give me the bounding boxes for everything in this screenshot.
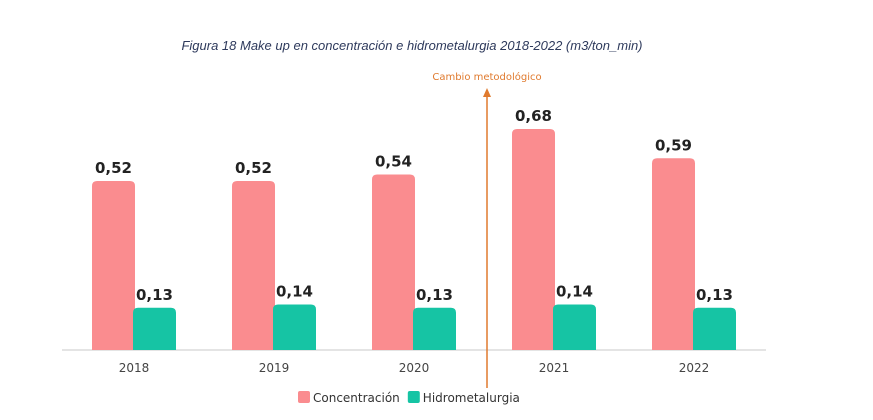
bar-hidrometalurgia-2021 xyxy=(553,304,596,350)
chart-title: Figura 18 Make up en concentración e hid… xyxy=(181,38,642,53)
data-label: 0,52 xyxy=(95,159,132,177)
x-tick-label: 2019 xyxy=(259,361,290,375)
x-tick-label: 2020 xyxy=(399,361,430,375)
methodology-change-label: Cambio metodológico xyxy=(432,71,541,83)
bar-concentración-2022 xyxy=(652,158,695,350)
data-label: 0,54 xyxy=(375,153,412,171)
data-label: 0,68 xyxy=(515,107,552,125)
bar-concentración-2018 xyxy=(92,181,135,350)
data-label: 0,59 xyxy=(655,136,692,154)
x-tick-label: 2021 xyxy=(539,361,570,375)
legend-swatch xyxy=(407,391,420,403)
data-label: 0,14 xyxy=(276,283,313,301)
bar-concentración-2021 xyxy=(512,129,555,350)
data-label: 0,13 xyxy=(136,286,173,304)
legend-label: Concentración xyxy=(313,391,400,405)
data-label: 0,52 xyxy=(235,159,272,177)
data-label: 0,13 xyxy=(696,286,733,304)
methodology-change-annotation: Cambio metodológico xyxy=(432,71,542,388)
legend-label: Hidrometalurgia xyxy=(423,391,520,405)
bar-hidrometalurgia-2020 xyxy=(413,307,456,350)
bar-concentración-2019 xyxy=(232,181,275,350)
legend: Concentración Hidrometalurgia xyxy=(298,391,520,405)
bar-hidrometalurgia-2022 xyxy=(693,307,736,350)
data-label: 0,14 xyxy=(556,283,593,301)
arrow-head-icon xyxy=(483,88,491,97)
bar-hidrometalurgia-2019 xyxy=(273,304,316,350)
bar-hidrometalurgia-2018 xyxy=(133,307,176,350)
x-tick-label: 2018 xyxy=(119,361,150,375)
data-label: 0,13 xyxy=(416,286,453,304)
bar-concentración-2020 xyxy=(372,174,415,350)
legend-swatch xyxy=(298,391,310,403)
plot-area: 0,52 0,13 2018 0,52 0,14 2019 0,54 0,13 2020 0,68… xyxy=(62,107,766,375)
x-tick-label: 2022 xyxy=(679,361,710,375)
